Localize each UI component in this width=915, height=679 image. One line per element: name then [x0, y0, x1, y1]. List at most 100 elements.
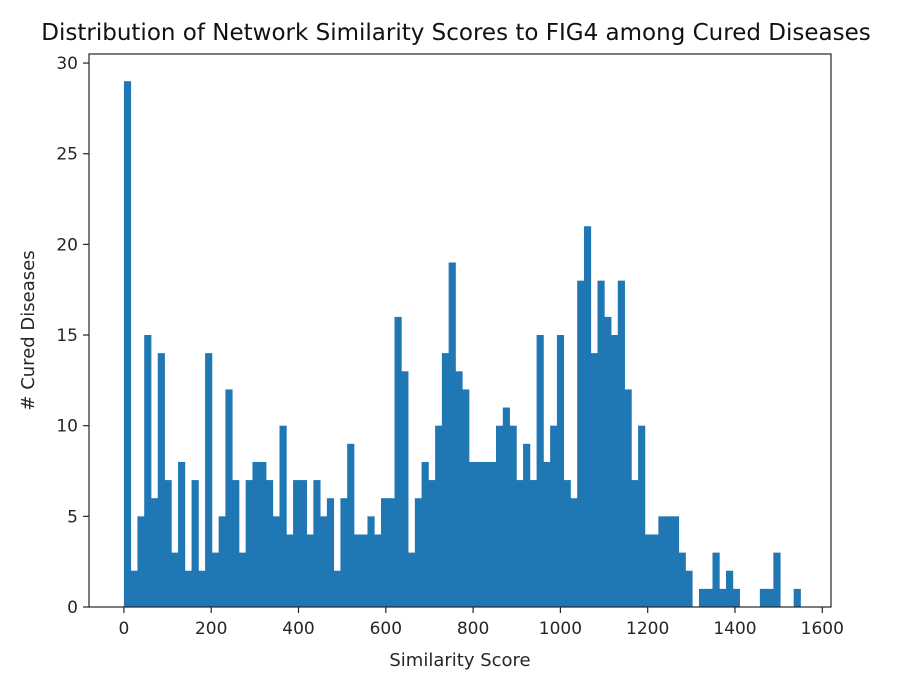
histogram-bar [611, 335, 619, 607]
y-tick-label: 15 [56, 326, 78, 346]
histogram-bar [556, 335, 565, 607]
histogram-bar [698, 588, 707, 607]
histogram-bar [496, 425, 504, 607]
y-tick-label: 0 [67, 598, 78, 618]
histogram-bar [462, 389, 470, 607]
histogram-bar [617, 280, 625, 607]
histogram-bar [232, 480, 240, 607]
y-axis: 0 5 10 15 20 25 30 [56, 54, 89, 618]
x-tick-label: 1000 [539, 619, 582, 639]
x-axis: 0 200 400 600 800 1000 1200 1400 1600 [119, 607, 844, 639]
histogram-bar [401, 371, 409, 607]
histogram-bar [238, 552, 247, 607]
histogram-bar [604, 316, 612, 607]
x-tick-label: 1400 [713, 619, 756, 639]
histogram-bar [414, 498, 422, 607]
histogram-bar [644, 534, 653, 607]
histogram-bar [279, 425, 287, 607]
histogram-bar [191, 480, 199, 607]
histogram-bar [150, 498, 159, 607]
histogram-bar [178, 461, 186, 607]
histogram-bar [624, 389, 632, 607]
histogram-bar [678, 552, 686, 607]
histogram-bar [326, 498, 335, 607]
histogram-bar [387, 498, 395, 607]
x-axis-title: Similarity Score [389, 650, 530, 671]
histogram-bar [597, 280, 605, 607]
histogram-bar [408, 552, 416, 607]
x-tick-label: 400 [282, 619, 314, 639]
histogram-bar [563, 480, 571, 607]
histogram-bar [245, 480, 253, 607]
histogram-bar [536, 335, 544, 607]
chart-title: Distribution of Network Similarity Score… [41, 20, 870, 46]
histogram-bar [333, 570, 341, 607]
histogram-bar [766, 588, 774, 607]
histogram-bar [394, 316, 402, 607]
histogram-bar [543, 461, 551, 607]
histogram-bar [516, 480, 524, 607]
histogram-bar [130, 570, 138, 607]
histogram-bar [550, 425, 558, 607]
histogram-bar [286, 534, 294, 607]
histogram-bar [502, 407, 510, 607]
histogram-bar [523, 443, 531, 607]
histogram-bar [171, 552, 179, 607]
histogram-bar [732, 588, 740, 607]
histogram-bar [313, 480, 321, 607]
histogram-bar [455, 371, 463, 607]
y-tick-label: 5 [67, 507, 78, 527]
histogram-bar [435, 425, 443, 607]
histogram-bar [509, 425, 517, 607]
y-tick-label: 20 [56, 235, 78, 255]
histogram-bar [773, 552, 781, 607]
histogram-bar [631, 480, 639, 607]
histogram-bar [340, 498, 348, 607]
histogram-bar [638, 425, 646, 607]
histogram-bar [685, 570, 693, 607]
histogram-bar [367, 516, 375, 607]
x-tick-label: 800 [457, 619, 489, 639]
histogram-bar [164, 480, 172, 607]
histogram-bar [726, 570, 734, 607]
histogram-bar [468, 461, 477, 607]
histogram-bar [475, 461, 483, 607]
histogram-bar [529, 480, 538, 607]
histogram-bar [759, 588, 768, 607]
x-tick-label: 1200 [626, 619, 669, 639]
histogram-bar [157, 353, 165, 607]
histogram-bar [306, 534, 314, 607]
histogram-bar [353, 534, 362, 607]
histogram-bar [570, 498, 578, 607]
x-tick-label: 1600 [801, 619, 844, 639]
histogram-bars [123, 81, 801, 607]
histogram-bar [793, 588, 801, 607]
histogram-bar [374, 534, 382, 607]
histogram-bar [658, 516, 666, 607]
histogram-bar [299, 480, 307, 607]
histogram-bar [665, 516, 673, 607]
histogram-bar [428, 480, 436, 607]
histogram-bar [482, 461, 490, 607]
histogram-bar [448, 262, 456, 607]
histogram-bar [583, 226, 592, 607]
histogram-bar [705, 588, 713, 607]
y-axis-title: # Cured Diseases [18, 250, 39, 410]
histogram-bar [347, 443, 355, 607]
histogram-bar [441, 353, 450, 607]
histogram-bar [211, 552, 220, 607]
y-tick-label: 10 [56, 417, 78, 437]
histogram-bar [577, 280, 585, 607]
y-tick-label: 30 [56, 54, 78, 74]
histogram-bar [272, 516, 280, 607]
histogram-bar [360, 534, 368, 607]
plot-frame [88, 53, 832, 608]
histogram-bar [198, 570, 206, 607]
histogram-bar [205, 353, 213, 607]
histogram-bar [489, 461, 497, 607]
histogram-bar [590, 353, 598, 607]
histogram-bar [123, 81, 132, 607]
histogram-bar [225, 389, 233, 607]
histogram-bar [144, 335, 152, 607]
